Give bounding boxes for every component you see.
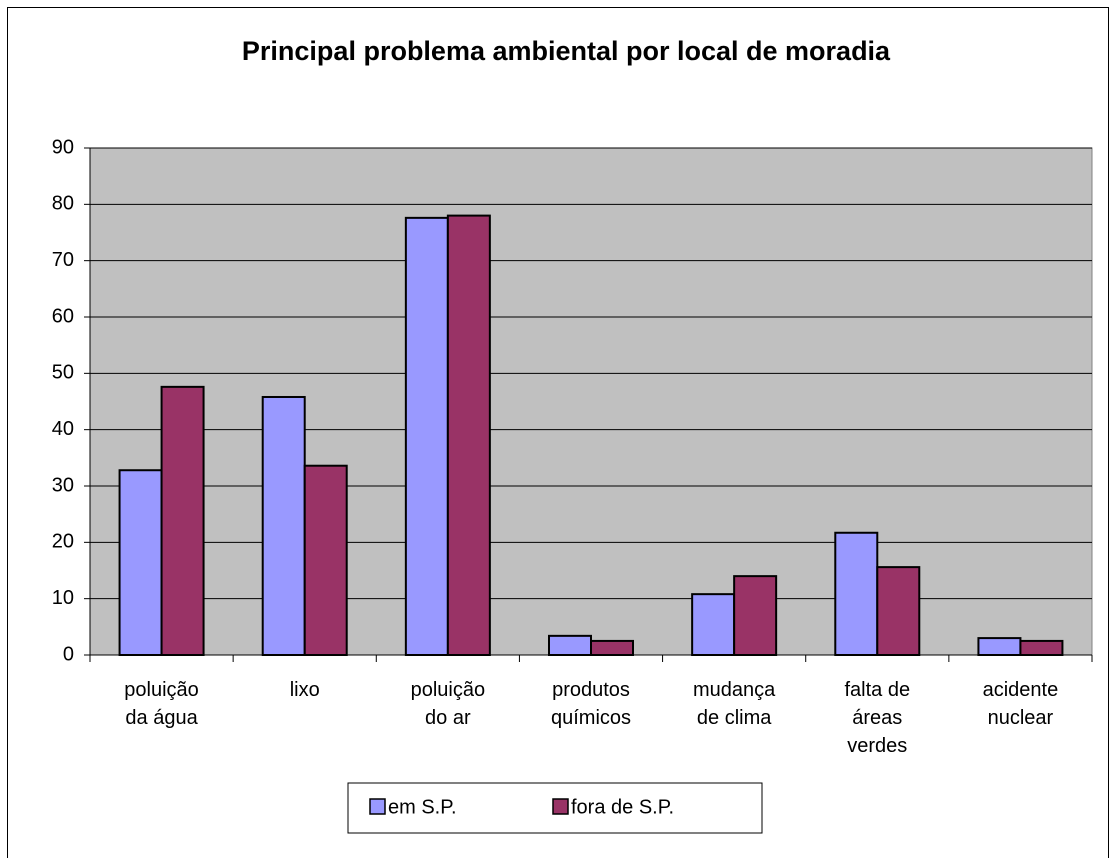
y-tick-label: 90 [52,136,74,158]
legend-label: em S.P. [388,796,457,818]
plot-area [89,147,1093,656]
bar [118,469,163,656]
y-tick-label: 20 [52,531,74,553]
bar [834,531,879,656]
bar [261,395,306,656]
x-tick-label: mudança de clima [693,679,776,729]
x-tick-label: poluição da água [124,679,199,729]
bar [733,575,778,657]
x-tick-label: falta de áreas verdes [844,679,911,757]
bar [977,637,1022,656]
legend-swatch [552,798,569,815]
y-tick-label: 60 [52,305,74,327]
y-tick-label: 10 [52,587,74,609]
bar [590,639,634,657]
y-tick-label: 30 [52,474,74,496]
legend-label: fora de S.P. [571,796,674,818]
x-tick-label: poluição do ar [410,679,486,729]
x-tick-label: lixo [289,679,320,701]
y-tick-label: 70 [52,249,74,271]
legend-swatch [369,798,386,815]
bar [691,593,736,656]
chart-title: Principal problema ambiental por local d… [242,36,891,66]
y-tick-label: 50 [52,362,74,384]
y-tick-label: 80 [52,193,74,215]
x-tick-label: acidente nuclear [982,679,1059,729]
x-tick-label: produtos químicos [550,679,632,729]
y-tick-label: 40 [52,418,74,440]
bar [1019,639,1064,657]
bar [303,464,348,656]
y-tick-label: 0 [63,643,74,665]
bar [446,214,491,656]
bar [160,385,205,656]
bar [548,634,592,657]
bar [876,566,921,656]
bar [404,216,449,656]
